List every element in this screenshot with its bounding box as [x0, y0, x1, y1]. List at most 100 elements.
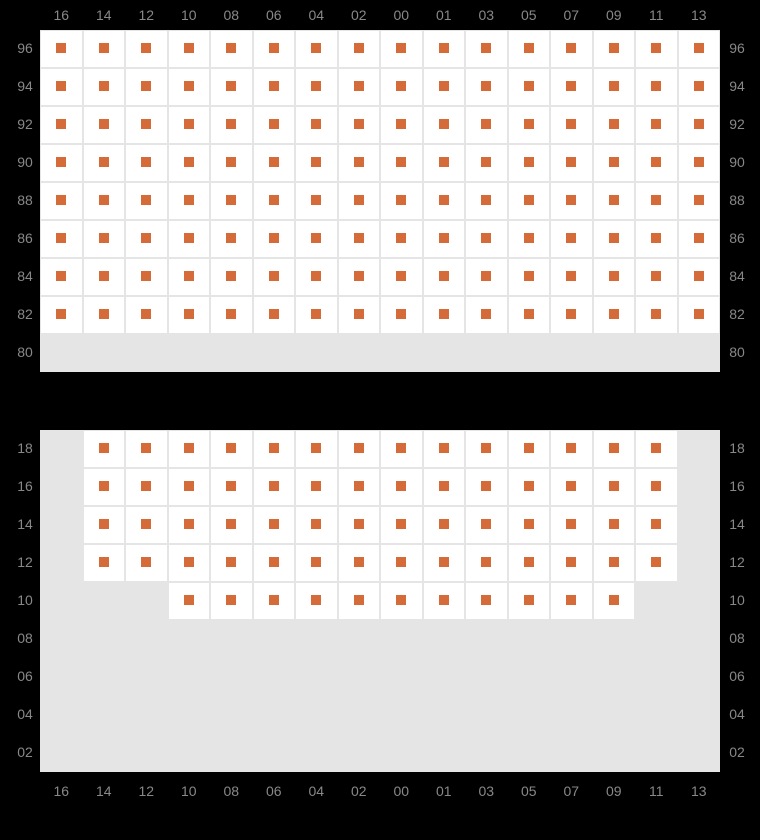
- seat-cell[interactable]: [423, 468, 466, 506]
- seat-cell[interactable]: [380, 582, 423, 620]
- seat-cell[interactable]: [508, 468, 551, 506]
- seat-cell[interactable]: [593, 106, 636, 144]
- seat-cell[interactable]: [168, 544, 211, 582]
- seat-cell[interactable]: [168, 220, 211, 258]
- seat-cell[interactable]: [295, 582, 338, 620]
- seat-cell[interactable]: [125, 296, 168, 334]
- seat-cell[interactable]: [635, 430, 678, 468]
- seat-cell[interactable]: [635, 144, 678, 182]
- seat-cell[interactable]: [338, 144, 381, 182]
- seat-cell[interactable]: [210, 544, 253, 582]
- seat-cell[interactable]: [423, 582, 466, 620]
- seat-cell[interactable]: [380, 144, 423, 182]
- seat-cell[interactable]: [210, 144, 253, 182]
- seat-cell[interactable]: [465, 182, 508, 220]
- seat-cell[interactable]: [423, 296, 466, 334]
- seat-cell[interactable]: [550, 582, 593, 620]
- seat-cell[interactable]: [635, 182, 678, 220]
- seat-cell[interactable]: [508, 182, 551, 220]
- seat-cell[interactable]: [380, 182, 423, 220]
- seat-cell[interactable]: [168, 144, 211, 182]
- seat-cell[interactable]: [253, 468, 296, 506]
- seat-cell[interactable]: [635, 258, 678, 296]
- seat-cell[interactable]: [678, 220, 721, 258]
- seat-cell[interactable]: [210, 106, 253, 144]
- seat-cell[interactable]: [465, 582, 508, 620]
- seat-cell[interactable]: [168, 468, 211, 506]
- seat-cell[interactable]: [550, 106, 593, 144]
- seat-cell[interactable]: [465, 106, 508, 144]
- seat-cell[interactable]: [678, 68, 721, 106]
- seat-cell[interactable]: [295, 468, 338, 506]
- seat-cell[interactable]: [338, 182, 381, 220]
- seat-cell[interactable]: [338, 468, 381, 506]
- seat-cell[interactable]: [593, 144, 636, 182]
- seat-cell[interactable]: [550, 182, 593, 220]
- seat-cell[interactable]: [593, 544, 636, 582]
- seat-cell[interactable]: [338, 106, 381, 144]
- seat-cell[interactable]: [83, 506, 126, 544]
- seat-cell[interactable]: [380, 296, 423, 334]
- seat-cell[interactable]: [508, 258, 551, 296]
- seat-cell[interactable]: [635, 220, 678, 258]
- seat-cell[interactable]: [253, 220, 296, 258]
- seat-cell[interactable]: [168, 30, 211, 68]
- seat-cell[interactable]: [550, 468, 593, 506]
- seat-cell[interactable]: [465, 30, 508, 68]
- seat-cell[interactable]: [295, 182, 338, 220]
- seat-cell[interactable]: [168, 106, 211, 144]
- seat-cell[interactable]: [593, 30, 636, 68]
- seat-cell[interactable]: [508, 582, 551, 620]
- seat-cell[interactable]: [423, 182, 466, 220]
- seat-cell[interactable]: [125, 68, 168, 106]
- seat-cell[interactable]: [593, 296, 636, 334]
- seat-cell[interactable]: [550, 68, 593, 106]
- seat-cell[interactable]: [253, 68, 296, 106]
- seat-cell[interactable]: [295, 106, 338, 144]
- seat-cell[interactable]: [295, 68, 338, 106]
- seat-cell[interactable]: [210, 582, 253, 620]
- seat-cell[interactable]: [295, 144, 338, 182]
- seat-cell[interactable]: [253, 296, 296, 334]
- seat-cell[interactable]: [295, 544, 338, 582]
- seat-cell[interactable]: [338, 258, 381, 296]
- seat-cell[interactable]: [253, 582, 296, 620]
- seat-cell[interactable]: [338, 506, 381, 544]
- seat-cell[interactable]: [678, 296, 721, 334]
- seat-cell[interactable]: [295, 220, 338, 258]
- seat-cell[interactable]: [125, 430, 168, 468]
- seat-cell[interactable]: [125, 506, 168, 544]
- seat-cell[interactable]: [125, 30, 168, 68]
- seat-cell[interactable]: [83, 468, 126, 506]
- seat-cell[interactable]: [508, 68, 551, 106]
- seat-cell[interactable]: [635, 506, 678, 544]
- seat-cell[interactable]: [678, 182, 721, 220]
- seat-cell[interactable]: [465, 506, 508, 544]
- seat-cell[interactable]: [423, 430, 466, 468]
- seat-cell[interactable]: [593, 582, 636, 620]
- seat-cell[interactable]: [593, 220, 636, 258]
- seat-cell[interactable]: [635, 468, 678, 506]
- seat-cell[interactable]: [83, 430, 126, 468]
- seat-cell[interactable]: [83, 106, 126, 144]
- seat-cell[interactable]: [210, 296, 253, 334]
- seat-cell[interactable]: [210, 220, 253, 258]
- seat-cell[interactable]: [635, 106, 678, 144]
- seat-cell[interactable]: [338, 430, 381, 468]
- seat-cell[interactable]: [423, 258, 466, 296]
- seat-cell[interactable]: [635, 30, 678, 68]
- seat-cell[interactable]: [550, 258, 593, 296]
- seat-cell[interactable]: [593, 258, 636, 296]
- seat-cell[interactable]: [210, 468, 253, 506]
- seat-cell[interactable]: [678, 106, 721, 144]
- seat-cell[interactable]: [40, 296, 83, 334]
- seat-cell[interactable]: [508, 144, 551, 182]
- seat-cell[interactable]: [508, 544, 551, 582]
- seat-cell[interactable]: [593, 506, 636, 544]
- seat-cell[interactable]: [253, 506, 296, 544]
- seat-cell[interactable]: [338, 296, 381, 334]
- seat-cell[interactable]: [210, 506, 253, 544]
- seat-cell[interactable]: [125, 220, 168, 258]
- seat-cell[interactable]: [465, 544, 508, 582]
- seat-cell[interactable]: [253, 106, 296, 144]
